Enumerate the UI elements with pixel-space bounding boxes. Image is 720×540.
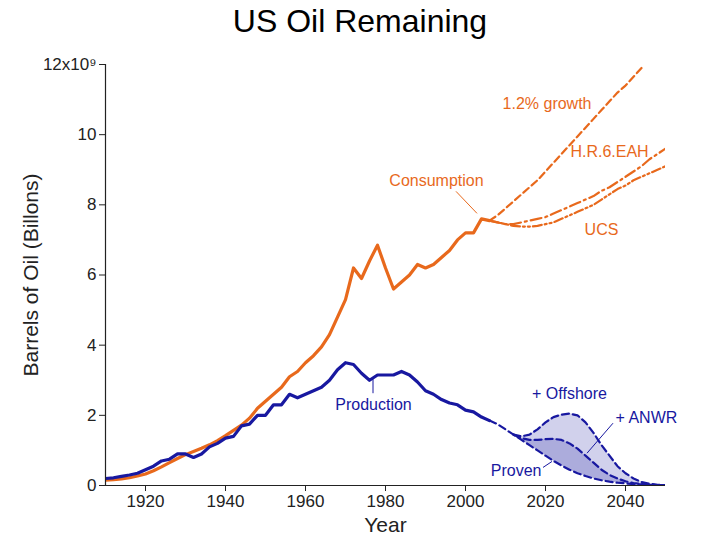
svg-text:Consumption: Consumption <box>389 172 483 189</box>
svg-text:2: 2 <box>87 406 96 425</box>
svg-text:2020: 2020 <box>527 492 565 511</box>
svg-text:1960: 1960 <box>287 492 325 511</box>
svg-text:Barrels of Oil (Billons): Barrels of Oil (Billons) <box>19 173 42 376</box>
svg-text:1.2% growth: 1.2% growth <box>503 95 592 112</box>
svg-text:6: 6 <box>87 265 96 284</box>
svg-text:0: 0 <box>87 476 96 495</box>
svg-text:8: 8 <box>87 195 96 214</box>
svg-text:2040: 2040 <box>607 492 645 511</box>
svg-text:+ ANWR: + ANWR <box>616 409 678 426</box>
svg-text:1940: 1940 <box>207 492 245 511</box>
svg-text:12x10⁹: 12x10⁹ <box>43 55 97 74</box>
svg-text:+ Offshore: + Offshore <box>532 385 607 402</box>
html-text:US Oil Remaining: US Oil Remaining <box>232 3 488 39</box>
svg-text:2000: 2000 <box>447 492 485 511</box>
svg-text:Proven: Proven <box>491 462 542 479</box>
svg-text:4: 4 <box>87 336 96 355</box>
svg-text:H.R.6.EAH: H.R.6.EAH <box>570 143 648 160</box>
svg-text:Production: Production <box>335 396 412 413</box>
svg-text:1920: 1920 <box>127 492 165 511</box>
svg-text:UCS: UCS <box>585 221 619 238</box>
svg-text:10: 10 <box>78 125 97 144</box>
svg-text:Year: Year <box>364 513 406 536</box>
svg-text:1980: 1980 <box>367 492 405 511</box>
